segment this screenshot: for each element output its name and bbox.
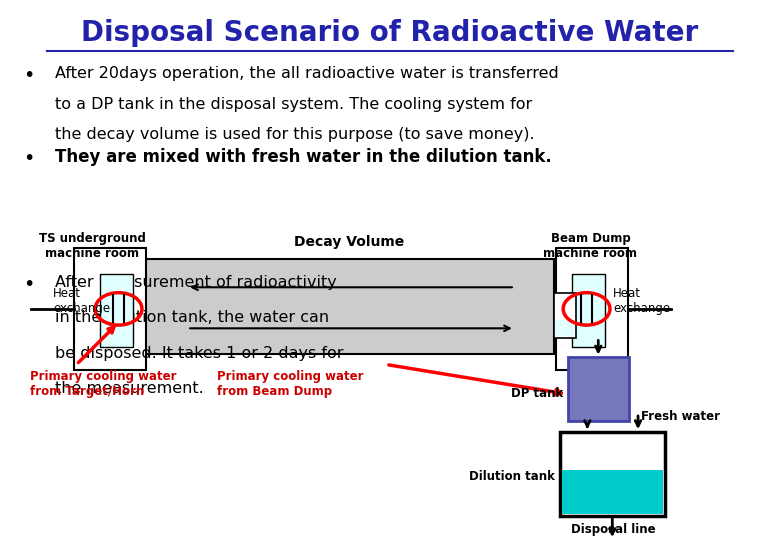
- Text: Disposal line: Disposal line: [571, 523, 655, 536]
- Bar: [560, 432, 665, 516]
- Text: •: •: [23, 148, 35, 167]
- Bar: [555, 320, 574, 336]
- Text: Fresh water: Fresh water: [641, 410, 720, 423]
- Text: Dilution tank: Dilution tank: [470, 470, 555, 483]
- Text: DP tank: DP tank: [511, 387, 563, 400]
- Text: in the dilution tank, the water can: in the dilution tank, the water can: [55, 310, 328, 326]
- Text: Primary cooling water
from Beam Dump: Primary cooling water from Beam Dump: [217, 370, 363, 398]
- Text: Heat
exchange: Heat exchange: [613, 287, 670, 315]
- Text: Primary cooling water
from Target/Horn: Primary cooling water from Target/Horn: [30, 370, 176, 398]
- Bar: [74, 248, 146, 370]
- Bar: [554, 293, 576, 338]
- Text: Heat
exchange: Heat exchange: [53, 287, 110, 315]
- Bar: [144, 259, 554, 354]
- Text: to a DP tank in the disposal system. The cooling system for: to a DP tank in the disposal system. The…: [55, 97, 532, 112]
- Text: •: •: [23, 275, 35, 294]
- Text: Beam Dump
machine room: Beam Dump machine room: [544, 232, 637, 260]
- Text: After 20days operation, the all radioactive water is transferred: After 20days operation, the all radioact…: [55, 66, 558, 81]
- Bar: [572, 274, 604, 347]
- Text: TS underground
machine room: TS underground machine room: [38, 232, 146, 260]
- Bar: [100, 274, 133, 347]
- Text: They are mixed with fresh water in the dilution tank.: They are mixed with fresh water in the d…: [55, 148, 551, 166]
- Text: •: •: [23, 66, 35, 85]
- Text: Decay Volume: Decay Volume: [294, 235, 405, 249]
- Bar: [568, 357, 629, 421]
- Text: be disposed. It takes 1 or 2 days for: be disposed. It takes 1 or 2 days for: [55, 346, 343, 361]
- Text: the measurement.: the measurement.: [55, 381, 204, 396]
- Text: the decay volume is used for this purpose (to save money).: the decay volume is used for this purpos…: [55, 127, 534, 143]
- Text: Disposal Scenario of Radioactive Water: Disposal Scenario of Radioactive Water: [81, 19, 699, 47]
- Bar: [556, 248, 628, 370]
- Text: After measurement of radioactivity: After measurement of radioactivity: [55, 275, 336, 291]
- Bar: [562, 469, 663, 514]
